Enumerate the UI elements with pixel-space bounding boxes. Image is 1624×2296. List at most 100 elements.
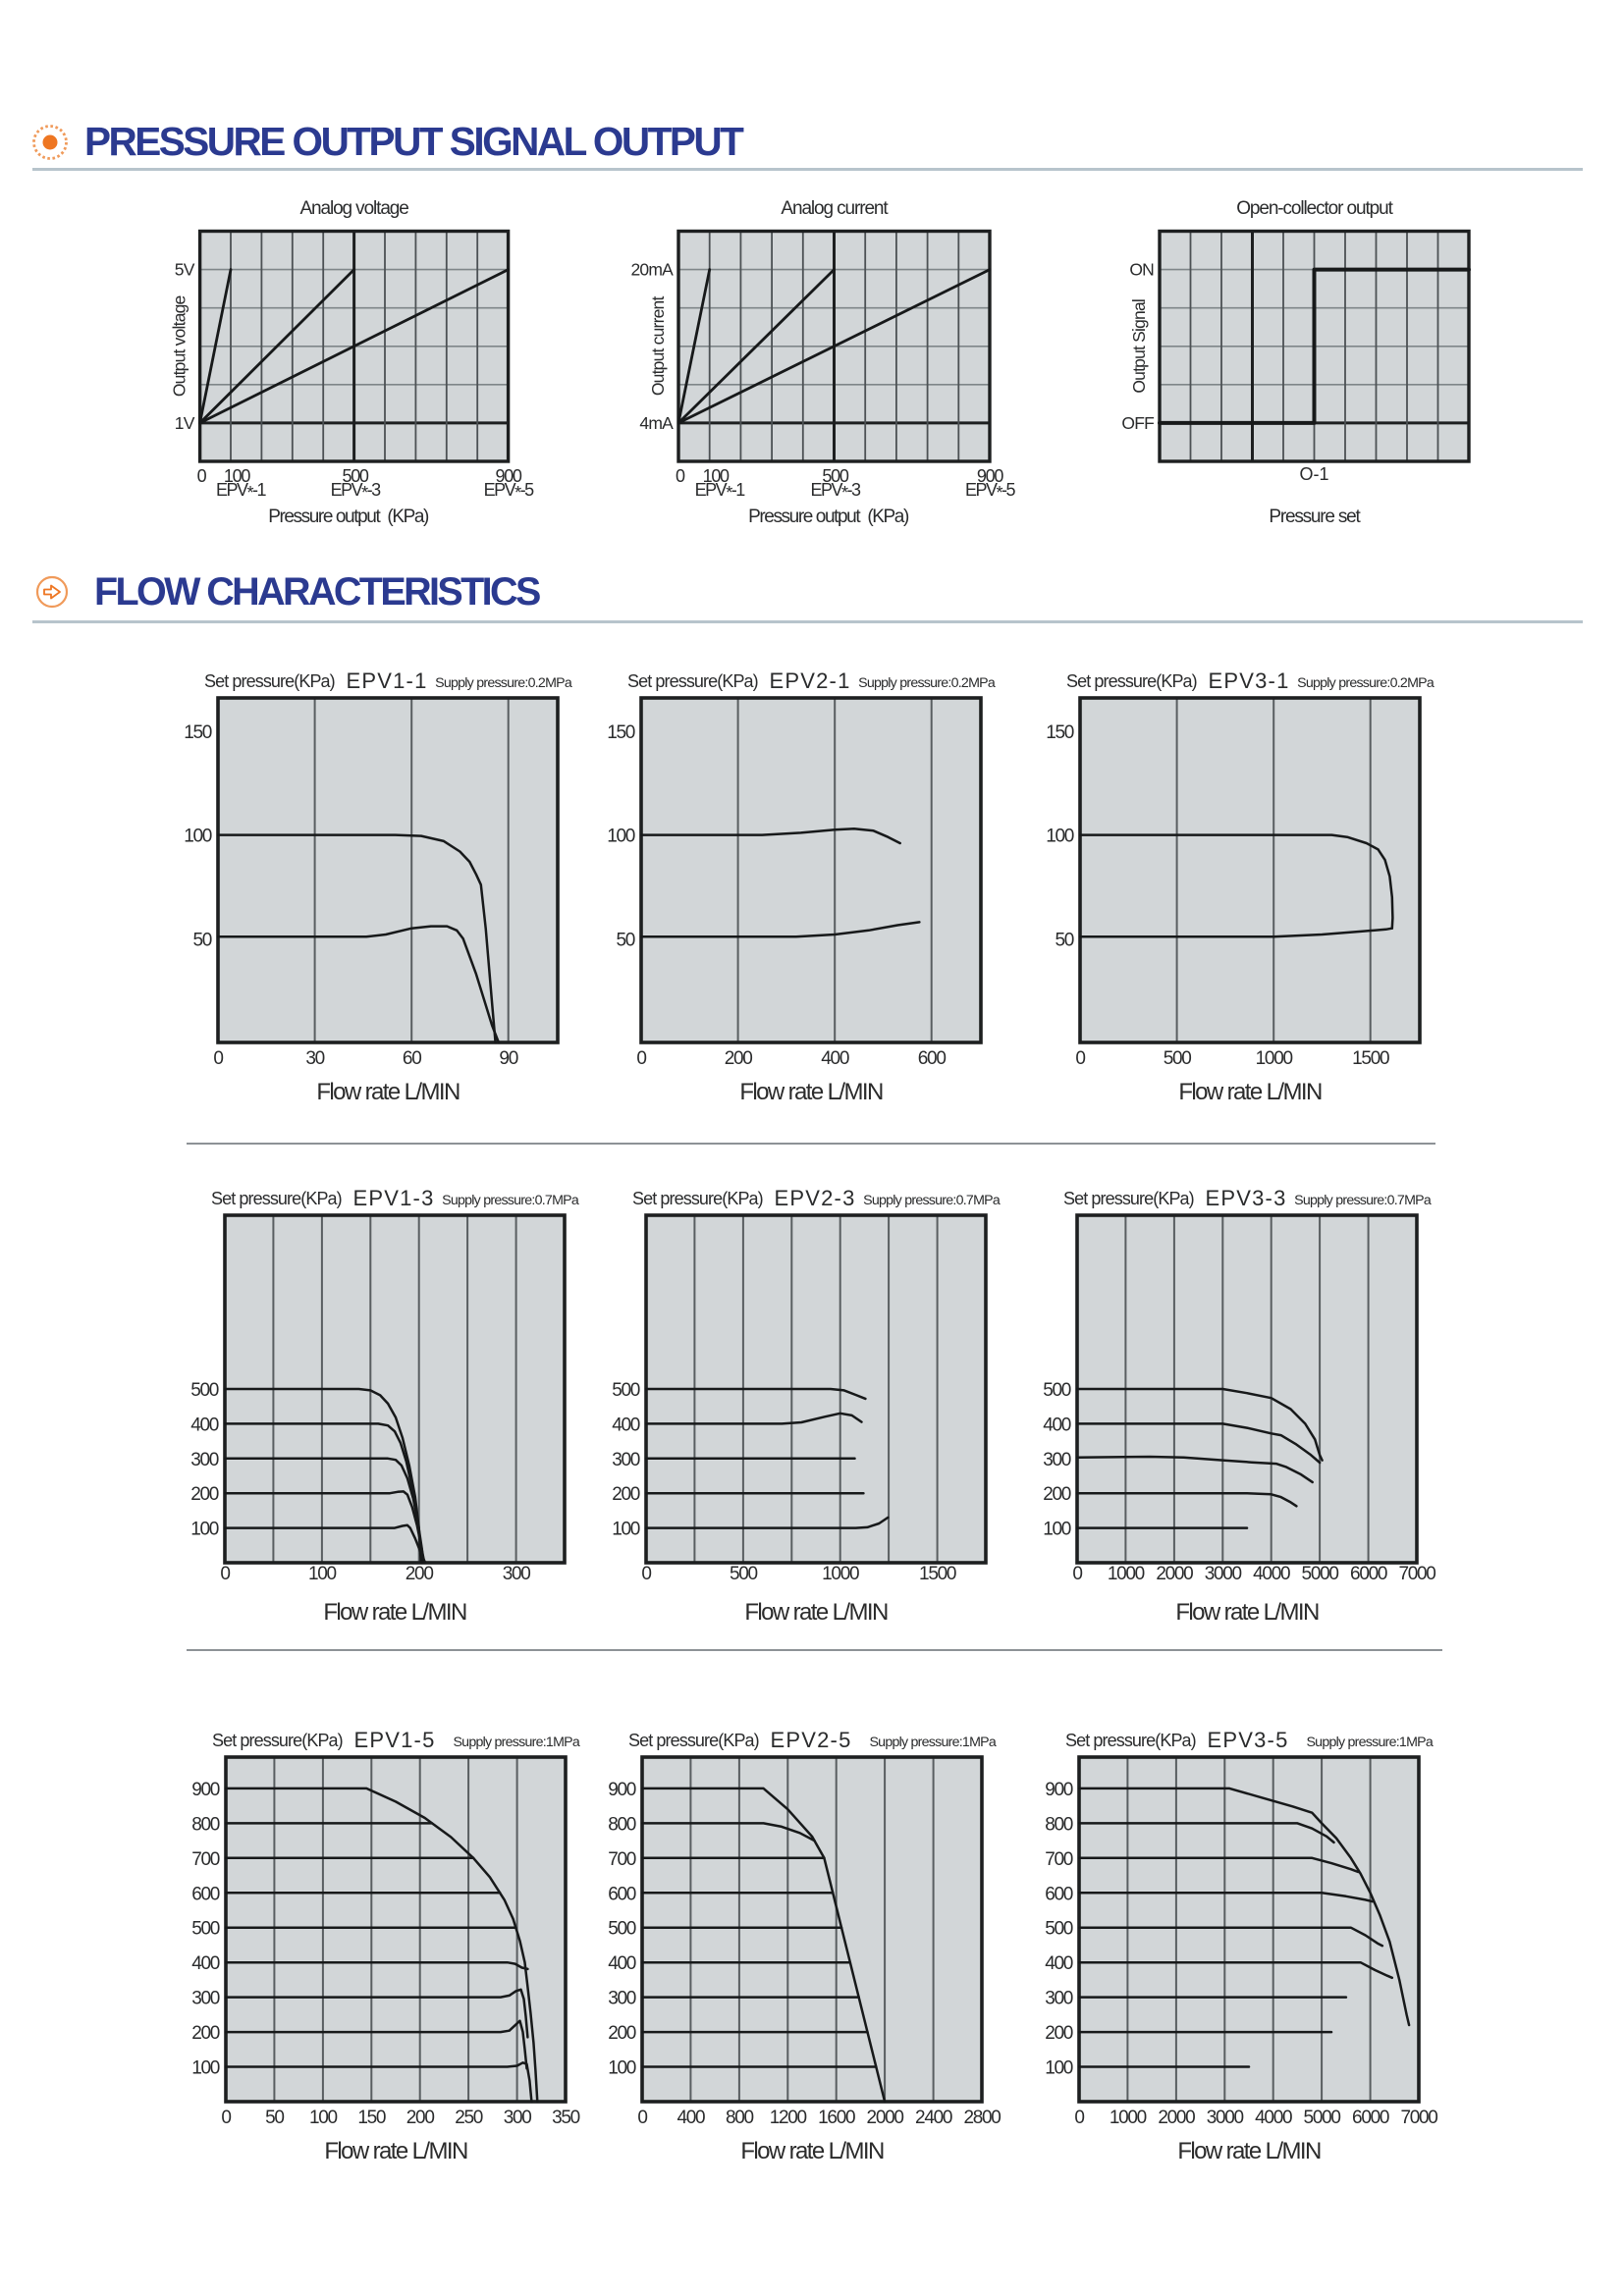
svg-text:900: 900 xyxy=(977,466,1003,486)
svg-text:300: 300 xyxy=(191,1989,220,2009)
svg-text:7000: 7000 xyxy=(1398,1564,1435,1584)
svg-text:100: 100 xyxy=(1043,1520,1071,1540)
svg-text:Supply pressure:0.7MPa: Supply pressure:0.7MPa xyxy=(1294,1193,1432,1208)
svg-text:EPV*-1: EPV*-1 xyxy=(695,480,746,503)
svg-text:150: 150 xyxy=(184,722,212,743)
svg-text:350: 350 xyxy=(552,2108,580,2128)
svg-text:Flow rate L/MIN: Flow rate L/MIN xyxy=(1177,2138,1321,2164)
svg-text:Pressure set: Pressure set xyxy=(1269,507,1361,527)
svg-text:0: 0 xyxy=(637,2108,647,2128)
svg-text:Pressure output (KPa): Pressure output (KPa) xyxy=(748,507,909,527)
svg-text:200: 200 xyxy=(1045,2023,1073,2044)
svg-text:Flow rate L/MIN: Flow rate L/MIN xyxy=(323,1599,466,1626)
svg-text:Flow rate L/MIN: Flow rate L/MIN xyxy=(324,2138,467,2164)
svg-text:Set pressure(KPa): Set pressure(KPa) xyxy=(204,671,335,691)
svg-text:6000: 6000 xyxy=(1350,1564,1387,1584)
svg-text:Open-collector output: Open-collector output xyxy=(1236,198,1393,219)
svg-text:EPV2-3: EPV2-3 xyxy=(774,1186,855,1210)
svg-text:500: 500 xyxy=(612,1380,640,1401)
svg-text:800: 800 xyxy=(191,1814,220,1835)
svg-text:EPV1-3: EPV1-3 xyxy=(352,1186,434,1210)
svg-text:50: 50 xyxy=(192,930,211,950)
svg-text:4mA: 4mA xyxy=(639,413,674,433)
svg-text:700: 700 xyxy=(1045,1849,1073,1870)
svg-text:Supply pressure:1MPa: Supply pressure:1MPa xyxy=(453,1735,579,1750)
svg-text:1200: 1200 xyxy=(770,2108,807,2128)
svg-text:600: 600 xyxy=(191,1884,220,1904)
svg-text:3000: 3000 xyxy=(1205,1564,1242,1584)
svg-text:300: 300 xyxy=(190,1450,219,1470)
svg-text:400: 400 xyxy=(612,1415,640,1435)
svg-text:150: 150 xyxy=(1046,722,1074,743)
svg-text:1000: 1000 xyxy=(822,1564,859,1584)
svg-text:900: 900 xyxy=(1045,1780,1073,1800)
svg-text:FLOW CHARACTERISTICS: FLOW CHARACTERISTICS xyxy=(94,570,540,614)
svg-text:600: 600 xyxy=(918,1048,947,1069)
svg-text:Output current: Output current xyxy=(648,296,668,397)
svg-text:2000: 2000 xyxy=(867,2108,904,2128)
svg-text:900: 900 xyxy=(191,1780,220,1800)
svg-text:200: 200 xyxy=(406,2108,435,2128)
svg-text:4000: 4000 xyxy=(1255,2108,1292,2128)
svg-text:100: 100 xyxy=(308,1564,337,1584)
svg-text:300: 300 xyxy=(1045,1989,1073,2009)
svg-text:1500: 1500 xyxy=(919,1564,956,1584)
svg-text:500: 500 xyxy=(191,1919,220,1940)
svg-text:700: 700 xyxy=(191,1849,220,1870)
svg-text:200: 200 xyxy=(406,1564,434,1584)
svg-text:50: 50 xyxy=(1055,930,1073,950)
svg-text:250: 250 xyxy=(455,2108,483,2128)
svg-text:30: 30 xyxy=(305,1048,324,1069)
svg-text:400: 400 xyxy=(608,1953,636,1974)
svg-text:3000: 3000 xyxy=(1207,2108,1244,2128)
svg-text:100: 100 xyxy=(309,2108,338,2128)
svg-text:Set pressure(KPa): Set pressure(KPa) xyxy=(627,671,758,691)
svg-text:Set pressure(KPa): Set pressure(KPa) xyxy=(212,1731,343,1750)
svg-text:Analog current: Analog current xyxy=(781,198,889,219)
svg-text:1V: 1V xyxy=(175,413,195,433)
svg-text:EPV2-5: EPV2-5 xyxy=(770,1728,851,1752)
svg-text:Set pressure(KPa): Set pressure(KPa) xyxy=(1063,1189,1194,1208)
svg-text:100: 100 xyxy=(191,2058,220,2079)
svg-text:200: 200 xyxy=(1043,1484,1071,1505)
svg-text:Flow rate L/MIN: Flow rate L/MIN xyxy=(1175,1599,1319,1626)
svg-text:EPV3-5: EPV3-5 xyxy=(1207,1728,1288,1752)
svg-text:0: 0 xyxy=(220,1564,230,1584)
svg-text:200: 200 xyxy=(191,2023,220,2044)
svg-text:400: 400 xyxy=(1045,1953,1073,1974)
svg-text:Flow rate L/MIN: Flow rate L/MIN xyxy=(744,1599,888,1626)
svg-text:EPV*-1: EPV*-1 xyxy=(216,480,267,503)
svg-text:Supply pressure:0.2MPa: Supply pressure:0.2MPa xyxy=(858,675,996,691)
svg-text:600: 600 xyxy=(608,1884,636,1904)
svg-text:EPV*-5: EPV*-5 xyxy=(965,480,1016,503)
svg-text:0: 0 xyxy=(197,466,207,486)
svg-text:900: 900 xyxy=(608,1780,636,1800)
svg-text:500: 500 xyxy=(343,466,369,486)
svg-text:PRESSURE OUTPUT SIGNAL OUTPUT: PRESSURE OUTPUT SIGNAL OUTPUT xyxy=(84,119,744,164)
svg-text:0: 0 xyxy=(636,1048,646,1069)
svg-text:EPV2-1: EPV2-1 xyxy=(769,668,850,693)
svg-text:5000: 5000 xyxy=(1304,2108,1341,2128)
svg-text:EPV*-3: EPV*-3 xyxy=(810,480,861,503)
svg-text:500: 500 xyxy=(190,1380,219,1401)
svg-text:Set pressure(KPa): Set pressure(KPa) xyxy=(1065,1731,1196,1750)
svg-text:400: 400 xyxy=(190,1415,219,1435)
svg-text:0: 0 xyxy=(1072,1564,1082,1584)
svg-text:0: 0 xyxy=(213,1048,223,1069)
svg-text:2000: 2000 xyxy=(1156,1564,1193,1584)
svg-text:Supply pressure:0.2MPa: Supply pressure:0.2MPa xyxy=(435,675,572,691)
svg-text:2000: 2000 xyxy=(1158,2108,1195,2128)
svg-text:500: 500 xyxy=(1164,1048,1192,1069)
svg-text:Set pressure(KPa): Set pressure(KPa) xyxy=(632,1189,763,1208)
svg-text:5V: 5V xyxy=(175,260,195,280)
svg-text:1600: 1600 xyxy=(818,2108,855,2128)
svg-text:Pressure output (KPa): Pressure output (KPa) xyxy=(268,507,429,527)
svg-text:800: 800 xyxy=(608,1814,636,1835)
svg-text:200: 200 xyxy=(612,1484,640,1505)
svg-text:1000: 1000 xyxy=(1108,1564,1145,1584)
svg-text:0: 0 xyxy=(221,2108,231,2128)
svg-text:Set pressure(KPa): Set pressure(KPa) xyxy=(628,1731,759,1750)
svg-text:400: 400 xyxy=(191,1953,220,1974)
svg-text:1000: 1000 xyxy=(1110,2108,1147,2128)
svg-text:400: 400 xyxy=(1043,1415,1071,1435)
